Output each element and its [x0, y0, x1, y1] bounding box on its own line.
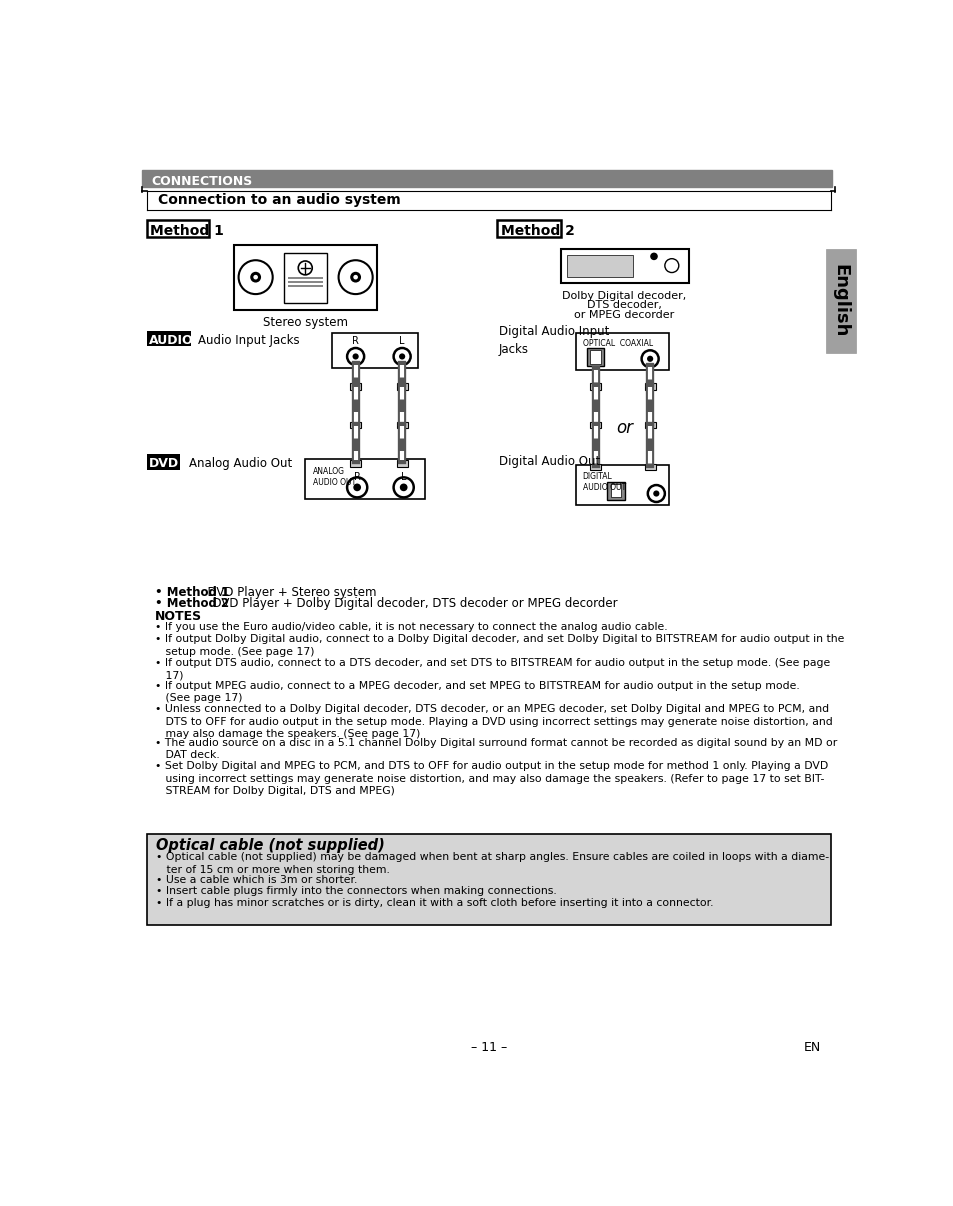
Bar [567, 254, 633, 277]
Circle shape [399, 484, 407, 491]
Bar [305, 458, 425, 499]
Bar [350, 422, 360, 428]
Bar [288, 285, 323, 287]
Bar [233, 245, 377, 310]
Text: DIGITAL
AUDIO OUT: DIGITAL AUDIO OUT [582, 472, 625, 492]
Bar [142, 170, 831, 187]
Text: Method 1: Method 1 [150, 224, 224, 238]
Bar [610, 484, 620, 497]
Text: • The audio source on a disc in a 5.1 channel Dolby Digital surround format cann: • The audio source on a disc in a 5.1 ch… [154, 738, 837, 761]
Text: or MPEG decorder: or MPEG decorder [574, 310, 674, 320]
Bar [147, 833, 830, 925]
Bar [350, 384, 360, 390]
Text: – 11 –: – 11 – [471, 1041, 506, 1054]
Text: NOTES: NOTES [154, 610, 202, 622]
Text: DVD: DVD [149, 457, 178, 470]
Text: Optical cable (not supplied): Optical cable (not supplied) [156, 838, 385, 853]
Circle shape [650, 253, 657, 259]
Bar [497, 221, 560, 238]
Text: • Method 1: • Method 1 [154, 586, 229, 599]
Bar [576, 333, 669, 369]
Text: • Set Dolby Digital and MPEG to PCM, and DTS to OFF for audio output in the setu: • Set Dolby Digital and MPEG to PCM, and… [154, 761, 827, 796]
Text: L: L [400, 473, 406, 482]
Bar [590, 422, 600, 428]
Bar [147, 221, 209, 238]
Text: Digital Audio Input
Jacks: Digital Audio Input Jacks [498, 324, 609, 356]
Bar [825, 248, 855, 352]
Bar [590, 384, 600, 390]
Text: OPTICAL  COAXIAL: OPTICAL COAXIAL [582, 339, 652, 347]
Text: Connection to an audio system: Connection to an audio system [158, 193, 400, 207]
Text: Analog Audio Out: Analog Audio Out [189, 457, 292, 470]
Circle shape [353, 275, 357, 280]
Text: Audio Input Jacks: Audio Input Jacks [198, 334, 299, 347]
Circle shape [350, 271, 360, 282]
Bar [590, 464, 600, 470]
Bar [644, 384, 655, 390]
Bar [288, 277, 323, 280]
Text: • Unless connected to a Dolby Digital decoder, DTS decoder, or an MPEG decoder, : • Unless connected to a Dolby Digital de… [154, 704, 832, 739]
Text: • Optical cable (not supplied) may be damaged when bent at sharp angles. Ensure : • Optical cable (not supplied) may be da… [156, 853, 829, 876]
Circle shape [250, 271, 261, 282]
Text: CONNECTIONS: CONNECTIONS [152, 175, 253, 188]
Text: AUDIO: AUDIO [149, 334, 193, 347]
Bar [644, 464, 655, 470]
Bar [607, 482, 624, 500]
Bar [288, 281, 323, 283]
Text: DVD Player + Dolby Digital decoder, DTS decoder or MPEG decorder: DVD Player + Dolby Digital decoder, DTS … [205, 597, 618, 610]
Text: • If output DTS audio, connect to a DTS decoder, and set DTS to BITSTREAM for au: • If output DTS audio, connect to a DTS … [154, 657, 829, 680]
Circle shape [646, 356, 653, 362]
Text: DTS decoder,: DTS decoder, [586, 300, 661, 310]
Text: • Method 2: • Method 2 [154, 597, 229, 610]
Text: R: R [354, 473, 360, 482]
Bar [396, 422, 407, 428]
Text: EN: EN [803, 1041, 821, 1054]
Text: or: or [616, 418, 633, 437]
Text: ANALOG
AUDIO OUT: ANALOG AUDIO OUT [313, 467, 355, 487]
Circle shape [253, 275, 257, 280]
Text: • If you use the Euro audio/video cable, it is not necessary to connect the anal: • If you use the Euro audio/video cable,… [154, 622, 667, 632]
Text: Stereo system: Stereo system [262, 316, 348, 329]
Bar [396, 461, 407, 467]
Text: • If a plug has minor scratches or is dirty, clean it with a soft cloth before i: • If a plug has minor scratches or is di… [156, 897, 713, 908]
Bar [147, 455, 179, 469]
Text: • If output MPEG audio, connect to a MPEG decoder, and set MPEG to BITSTREAM for: • If output MPEG audio, connect to a MPE… [154, 680, 799, 703]
Text: L: L [399, 336, 404, 346]
Text: DVD Player + Stereo system: DVD Player + Stereo system [199, 586, 375, 599]
Bar [350, 461, 360, 467]
Text: Dolby Digital decoder,: Dolby Digital decoder, [562, 291, 686, 302]
Bar [587, 349, 604, 367]
Bar [576, 466, 669, 505]
Text: R: R [352, 336, 358, 346]
Circle shape [353, 484, 360, 491]
Text: English: English [831, 264, 849, 336]
Text: • If output Dolby Digital audio, connect to a Dolby Digital decoder, and set Dol: • If output Dolby Digital audio, connect… [154, 634, 843, 657]
Bar [644, 422, 655, 428]
Circle shape [653, 491, 659, 497]
Text: Method 2: Method 2 [500, 224, 574, 238]
Text: • Use a cable which is 3m or shorter.: • Use a cable which is 3m or shorter. [156, 874, 357, 885]
Bar [284, 252, 327, 303]
Bar [560, 248, 688, 283]
Text: Digital Audio Out: Digital Audio Out [498, 456, 599, 468]
Bar [147, 332, 191, 346]
Circle shape [398, 353, 405, 359]
Bar [590, 350, 600, 364]
Bar [396, 384, 407, 390]
Text: • Insert cable plugs firmly into the connectors when making connections.: • Insert cable plugs firmly into the con… [156, 886, 557, 896]
Circle shape [353, 353, 358, 359]
Bar [332, 333, 417, 368]
